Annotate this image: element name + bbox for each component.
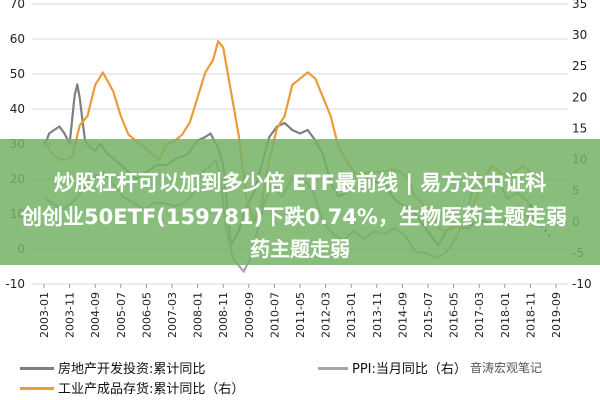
- x-tick-label: 2004-09: [89, 292, 102, 338]
- x-tick-label: 2003-11: [64, 292, 77, 338]
- x-tick-label: 2011-05: [294, 292, 307, 338]
- x-tick-label: 2010-07: [268, 292, 281, 338]
- title-banner: 炒股杠杆可以加到多少倍 ETF最前线 | 易方达中证科 创创业50ETF(159…: [0, 139, 600, 265]
- x-tick-label: 2018-01: [499, 292, 512, 338]
- y-right-tick-label: 20: [572, 90, 587, 104]
- x-tick-label: 2003-01: [38, 292, 51, 338]
- x-tick-label: 2017-03: [473, 292, 486, 338]
- x-tick-label: 2016-05: [448, 292, 461, 338]
- legend-item-investment: 房地产开发投资:累计同比: [58, 362, 206, 377]
- x-tick-label: 2018-11: [524, 292, 537, 338]
- y-left-tick-label: 50: [10, 67, 25, 81]
- x-tick-label: 2008-11: [217, 292, 230, 338]
- banner-line-1: 炒股杠杆可以加到多少倍 ETF最前线 | 易方达中证科: [53, 171, 547, 195]
- y-left-tick-label: 60: [10, 32, 25, 46]
- x-tick-label: 2019-09: [550, 292, 563, 338]
- x-tick-label: 2015-07: [422, 292, 435, 338]
- x-tick-label: 2013-01: [345, 292, 358, 338]
- banner-line-2: 创创业50ETF(159781)下跌0.74%，生物医药主题走弱: [21, 205, 567, 229]
- legend-item-ppi: PPI:当月同比（右）: [352, 362, 467, 377]
- x-tick-label: 2006-05: [140, 292, 153, 338]
- x-tick-label: 2009-09: [243, 292, 256, 338]
- legend-swatch-inventory: [20, 387, 54, 390]
- y-left-tick-label: 40: [10, 102, 25, 116]
- legend-swatch-ppi: [318, 367, 348, 370]
- y-left-tick-label: 70: [10, 0, 25, 11]
- watermark-text: 音涛宏观笔记: [470, 361, 543, 375]
- y-right-tick-label: -10: [572, 277, 592, 291]
- x-tick-label: 2008-01: [192, 292, 205, 338]
- x-axis-labels: 2003-01 2003-11 2004-09 2005-07 2006-05 2007-…: [38, 284, 563, 338]
- y-right-tick-label: 15: [572, 121, 587, 135]
- y-right-tick-label: 35: [572, 0, 587, 11]
- legend-swatch-investment: [20, 367, 54, 370]
- x-tick-label: 2005-07: [115, 292, 128, 338]
- x-tick-label: 2014-09: [396, 292, 409, 338]
- legend-item-inventory: 工业产成品存货:累计同比（右）: [58, 382, 245, 397]
- x-tick-label: 2013-11: [371, 292, 384, 338]
- x-tick-label: 2007-03: [166, 292, 179, 338]
- x-tick-label: 2012-03: [320, 292, 333, 338]
- chart-legend: 房地产开发投资:累计同比 PPI:当月同比（右） 工业产成品存货:累计同比（右）: [0, 358, 600, 400]
- banner-line-3: 药主题走弱: [250, 237, 350, 261]
- y-left-tick-label: -10: [5, 277, 25, 291]
- y-right-tick-label: 30: [572, 28, 587, 42]
- y-right-tick-label: 25: [572, 59, 587, 73]
